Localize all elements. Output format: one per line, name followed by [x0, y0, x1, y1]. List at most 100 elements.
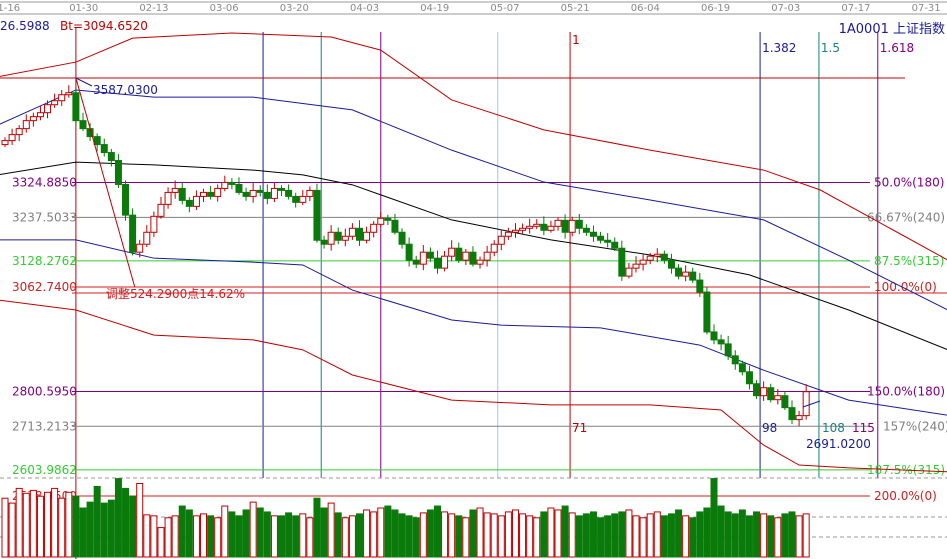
- candle-down: [79, 120, 87, 130]
- volume-bar: [242, 509, 250, 558]
- x-tick-label: 05-21: [561, 3, 590, 14]
- volume-bar: [547, 507, 555, 558]
- volume-bar: [646, 513, 654, 558]
- volume-bar: [781, 513, 789, 558]
- candle-up: [363, 231, 371, 241]
- candle-up: [306, 189, 314, 197]
- candle-down: [717, 339, 725, 345]
- candle-up: [221, 181, 229, 189]
- candle-up: [348, 227, 356, 237]
- volume-bar: [689, 517, 697, 558]
- level-price-label: 3324.8850: [12, 175, 77, 189]
- volume-bar: [405, 515, 413, 558]
- volume-bar: [8, 502, 16, 558]
- candle-down: [710, 331, 718, 341]
- volume-bar: [490, 513, 498, 558]
- candle-down: [433, 257, 441, 269]
- candle-down: [675, 267, 683, 277]
- volume-bar: [178, 505, 186, 558]
- volume-bar: [270, 515, 278, 558]
- candle-down: [285, 189, 293, 197]
- volume-bar: [767, 515, 775, 558]
- volume-bar: [278, 515, 286, 558]
- candle-down: [100, 144, 108, 154]
- candle-down: [696, 279, 704, 293]
- candle-up: [1, 140, 9, 146]
- candle-up: [646, 255, 654, 261]
- volume-bar: [263, 511, 271, 558]
- x-tick-label: 05-07: [490, 3, 519, 14]
- candle-down: [122, 183, 130, 216]
- candle-up: [653, 253, 661, 257]
- candle-up: [8, 134, 16, 142]
- candle-down: [228, 181, 236, 185]
- volume-bar: [717, 505, 725, 558]
- candle-up: [554, 219, 562, 227]
- level-percent-label: 66.67%(240): [867, 210, 945, 224]
- volume-bar: [143, 514, 151, 558]
- level-percent-label: 150.0%(180): [867, 384, 945, 398]
- volume-bar: [469, 509, 477, 558]
- volume-bar: [327, 502, 335, 558]
- volume-bar: [455, 515, 463, 558]
- volume-bar: [667, 513, 675, 558]
- volume-bar: [306, 517, 314, 558]
- candle-down: [738, 363, 746, 373]
- candle-down: [384, 217, 392, 221]
- volume-bar: [497, 515, 505, 558]
- volume-bar: [391, 509, 399, 558]
- candle-up: [192, 195, 200, 207]
- volume-bar: [299, 513, 307, 558]
- candle-down: [788, 407, 796, 421]
- swing-line: [75, 77, 136, 288]
- level-price-label: 2603.9862: [12, 463, 77, 477]
- volume-bar: [51, 487, 59, 558]
- candle-down: [235, 183, 243, 193]
- candle-down: [320, 239, 328, 245]
- symbol-title: 1A0001 上证指数: [838, 22, 945, 37]
- level-price-label: 3237.5033: [12, 210, 77, 224]
- candle-down: [398, 231, 406, 245]
- candle-up: [143, 231, 151, 245]
- candle-up: [462, 251, 470, 261]
- volume-bar: [462, 517, 470, 558]
- volume-bar: [504, 511, 512, 558]
- candle-down: [745, 371, 753, 385]
- volume-bar: [334, 512, 342, 558]
- candle-up: [150, 215, 158, 233]
- candle-up: [65, 92, 73, 96]
- volume-bar: [760, 513, 768, 558]
- candle-down: [107, 152, 115, 162]
- bar-count-label: 115: [852, 421, 875, 435]
- volume-bar: [164, 517, 172, 558]
- volume-bar: [384, 505, 392, 558]
- candle-up: [625, 267, 633, 277]
- volume-bar: [433, 505, 441, 558]
- candle-down: [781, 395, 789, 409]
- candle-down: [618, 247, 626, 277]
- volume-bar: [256, 507, 264, 558]
- volume-bar: [419, 512, 427, 558]
- volume-bar: [788, 511, 796, 558]
- volume-bar: [611, 513, 619, 558]
- candle-up: [419, 251, 427, 265]
- volume-bar: [86, 501, 94, 558]
- volume-bar: [150, 515, 158, 558]
- volume-bar: [639, 517, 647, 558]
- candle-up: [533, 223, 541, 227]
- volume-bar: [235, 515, 243, 558]
- level-price-label: 2713.2133: [12, 419, 77, 433]
- volume-bar: [660, 515, 668, 558]
- volume-bar: [802, 513, 810, 558]
- candle-down: [753, 383, 761, 397]
- volume-bar: [575, 515, 583, 558]
- candle-up: [29, 116, 37, 122]
- volume-bar: [675, 509, 683, 558]
- volume-bar: [214, 517, 222, 558]
- volume-bar: [58, 497, 66, 558]
- candle-down: [72, 92, 80, 122]
- low-pointer: [802, 400, 821, 408]
- candle-up: [483, 251, 491, 261]
- candle-up: [511, 229, 519, 233]
